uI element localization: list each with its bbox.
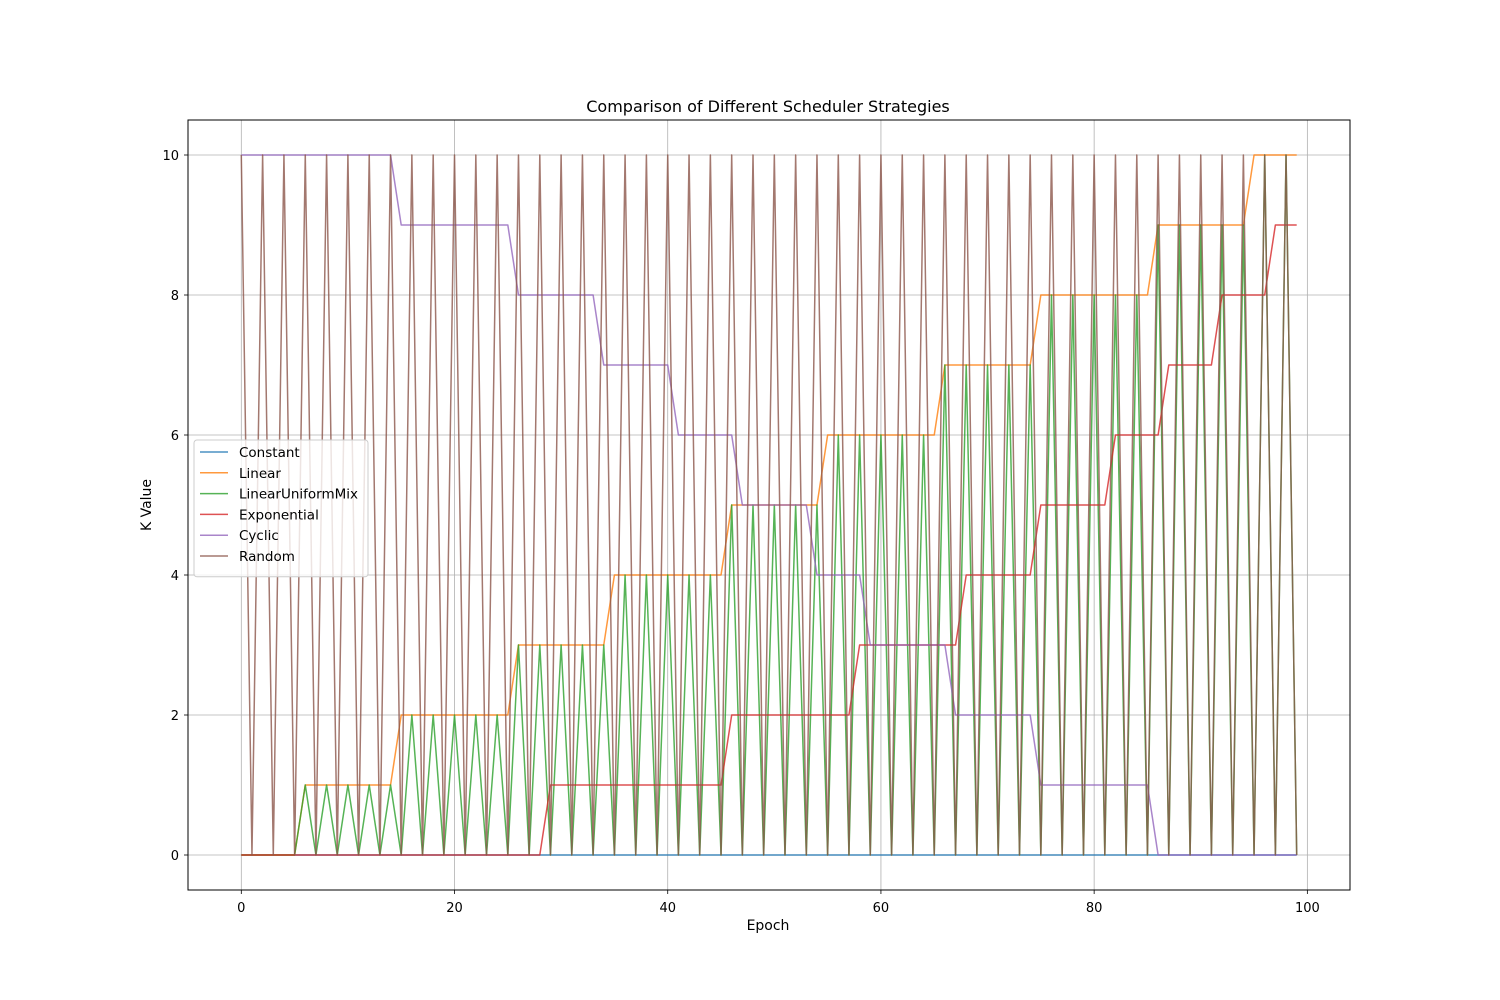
series-line-exponential [241, 224, 1297, 856]
legend-label: Linear [239, 466, 281, 482]
axis-ticks: 0 20 40 60 80 100 0 2 4 6 8 10 [162, 149, 1319, 916]
plot-series [240, 154, 1298, 856]
y-tick-label: 8 [171, 289, 179, 304]
x-tick-label: 20 [446, 901, 463, 916]
y-tick-label: 10 [162, 149, 179, 164]
chart-title: Comparison of Different Scheduler Strate… [586, 97, 950, 116]
series-line-linearuniformmix [241, 154, 1298, 856]
x-tick-label: 80 [1086, 901, 1103, 916]
legend-box [193, 439, 369, 578]
y-tick-label: 6 [171, 429, 179, 444]
series-line-random [240, 154, 1298, 856]
y-tick-label: 0 [171, 849, 179, 864]
x-tick-label: 60 [873, 901, 890, 916]
x-tick-label: 0 [237, 901, 245, 916]
x-axis-label: Epoch [747, 918, 790, 934]
y-tick-label: 4 [171, 569, 179, 584]
y-tick-label: 2 [171, 709, 179, 724]
legend-label: Cyclic [239, 528, 279, 544]
plot-frame [187, 119, 1351, 891]
legend-label: Random [239, 549, 295, 565]
legend: Constant Linear LinearUniformMix Exponentia… [193, 439, 369, 578]
x-tick-label: 40 [659, 901, 676, 916]
legend-label: Exponential [239, 507, 319, 523]
y-axis-label: K Value [139, 479, 155, 531]
legend-label: Constant [239, 445, 300, 461]
legend-label: LinearUniformMix [239, 487, 358, 503]
x-tick-label: 100 [1295, 901, 1320, 916]
